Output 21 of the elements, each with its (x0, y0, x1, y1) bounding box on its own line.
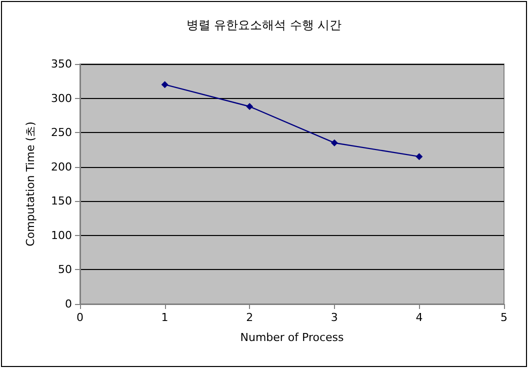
y-tick-label: 50 (58, 263, 72, 276)
point (416, 153, 423, 160)
x-axis-title: Number of Process (240, 331, 344, 344)
y-tick-label: 200 (51, 160, 72, 174)
x-tick-label: 1 (161, 311, 168, 324)
point (161, 81, 168, 88)
chart-title: 병렬 유한요소해석 수행 시간 (186, 18, 342, 32)
y-tick-label: 250 (51, 126, 72, 140)
y-tick-label: 0 (65, 298, 72, 310)
y-axis-title: Computation Time (초) (24, 122, 37, 246)
y-tick-label: 100 (51, 228, 72, 242)
x-tick-label: 2 (246, 311, 254, 324)
y-tick-label: 350 (51, 58, 72, 70)
y-tick-label: 300 (51, 92, 72, 105)
x-tick-label: 5 (500, 311, 508, 324)
y-tick-label: 150 (51, 194, 72, 208)
x-tick-label: 3 (330, 311, 338, 324)
x-tick-label: 4 (416, 311, 423, 324)
point (246, 103, 254, 110)
x-tick-label: 0 (76, 311, 84, 324)
point (330, 139, 338, 146)
